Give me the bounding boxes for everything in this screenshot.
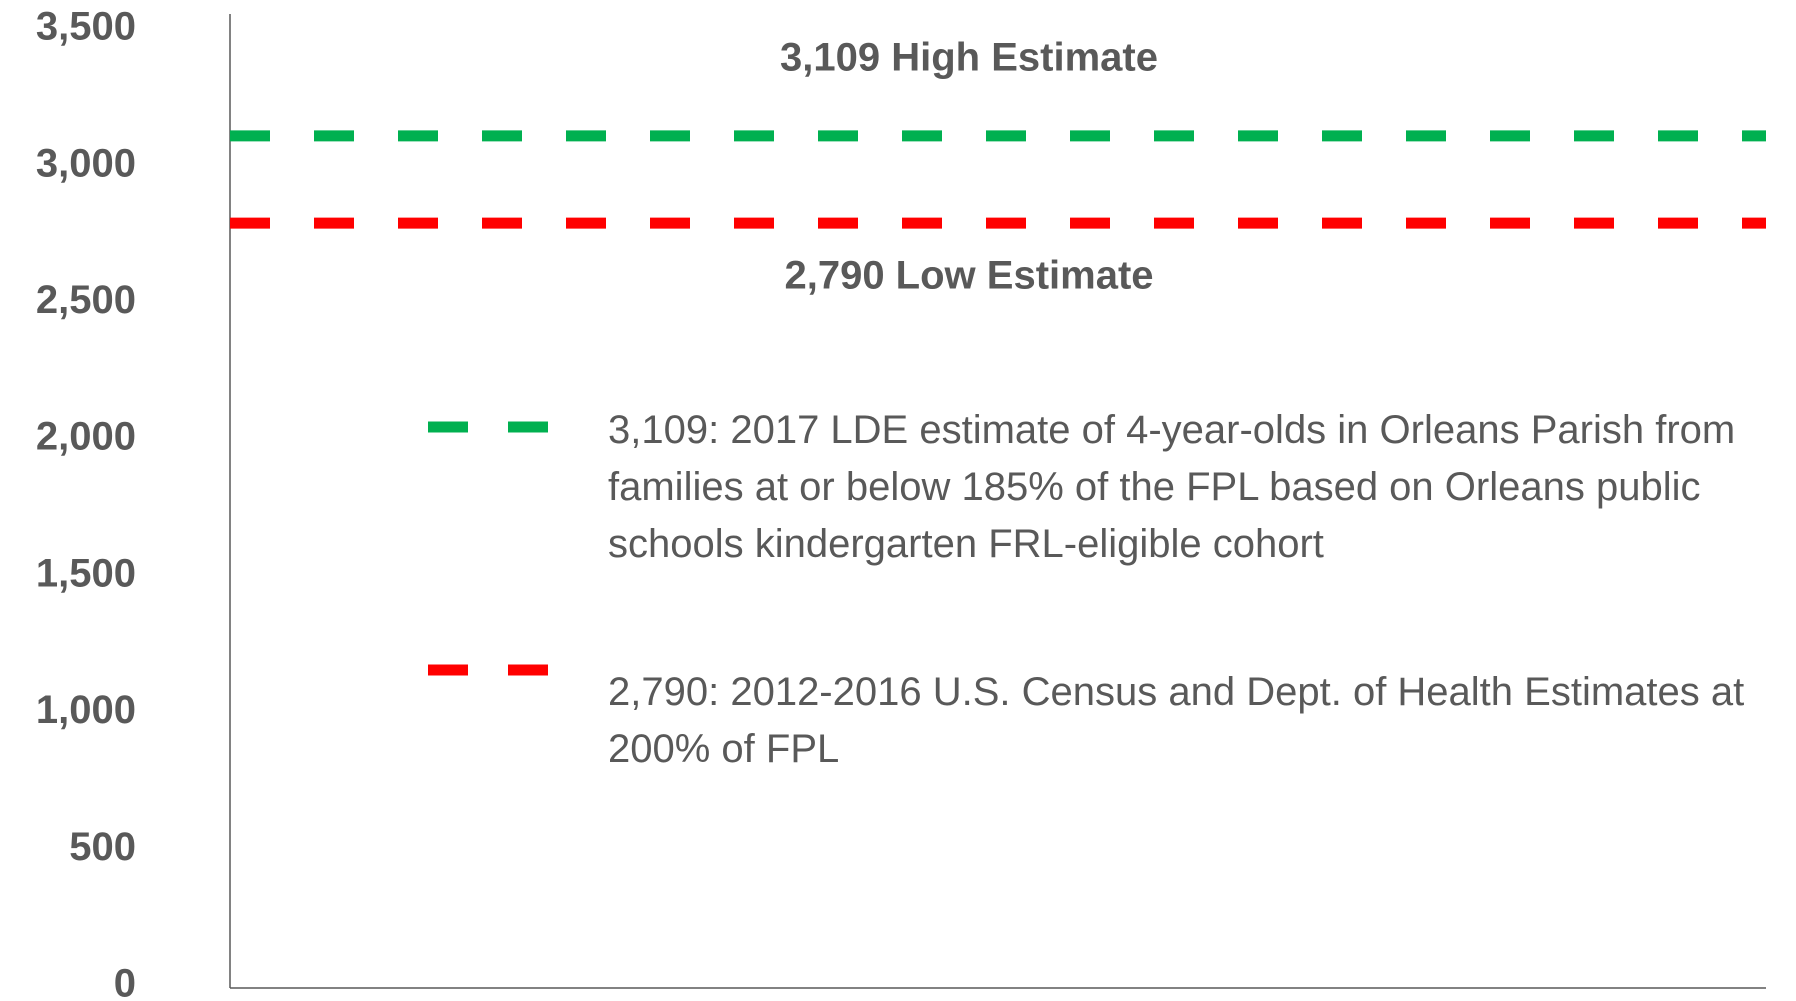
y-tick-label: 2,000 xyxy=(36,415,136,459)
annotation: 2,790 Low Estimate xyxy=(784,254,1153,298)
y-tick-label: 1,500 xyxy=(36,551,136,595)
y-tick-label: 2,500 xyxy=(36,278,136,322)
legend-text: 3,109: 2017 LDE estimate of 4-year-olds … xyxy=(608,408,1736,566)
y-tick-label: 500 xyxy=(69,825,136,869)
y-tick-label: 0 xyxy=(114,962,136,1001)
y-tick-label: 3,000 xyxy=(36,141,136,185)
legend-text: 2,790: 2012-2016 U.S. Census and Dept. o… xyxy=(608,670,1745,771)
y-tick-label: 3,500 xyxy=(36,5,136,49)
y-tick-label: 1,000 xyxy=(36,688,136,732)
annotation: 3,109 High Estimate xyxy=(780,36,1158,80)
